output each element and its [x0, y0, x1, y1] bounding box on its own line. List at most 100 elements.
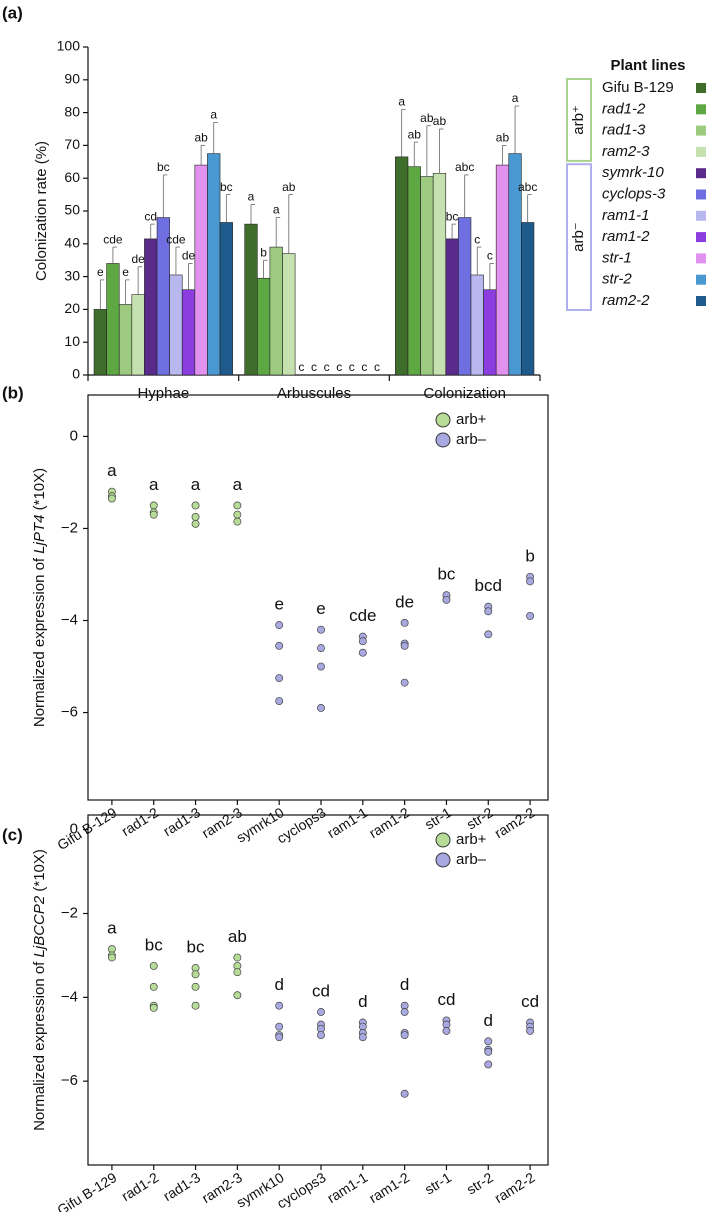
bar: [432, 172, 447, 376]
x-tick-label: str-1: [422, 1169, 454, 1198]
bar: [282, 253, 296, 376]
significance-letter: d: [358, 992, 367, 1011]
legend-label: Gifu B-129: [602, 79, 674, 96]
x-tick-label: ram1-2: [366, 1169, 412, 1206]
data-point: [191, 982, 200, 991]
y-tick-label: −6: [61, 704, 78, 721]
y-tick-label: 20: [64, 300, 80, 316]
data-point: [275, 1033, 284, 1042]
data-point: [400, 618, 409, 627]
significance-letter: ab: [194, 131, 208, 145]
y-tick-label: 90: [64, 71, 80, 87]
significance-letter: cd: [521, 992, 539, 1011]
data-point: [149, 961, 158, 970]
significance-letter: cde: [103, 232, 123, 246]
data-point: [358, 648, 367, 657]
data-point: [317, 662, 325, 671]
legend-marker: [435, 852, 451, 868]
significance-letter: a: [210, 108, 217, 122]
significance-letter: cd: [144, 209, 157, 223]
bar: [269, 246, 283, 376]
data-point: [484, 607, 493, 616]
bar: [395, 156, 409, 376]
data-point: [275, 674, 284, 682]
data-point: [317, 704, 325, 712]
bar: [495, 164, 510, 376]
legend-marker: [435, 412, 451, 428]
significance-letter: d: [484, 1011, 493, 1030]
legend-swatch: [696, 232, 706, 243]
significance-letter: de: [131, 252, 145, 266]
significance-letter: ab: [496, 131, 510, 145]
y-tick-label: 0: [70, 821, 78, 838]
significance-letter: c: [298, 360, 304, 374]
legend-label: ram2-2: [602, 292, 650, 309]
bar: [445, 238, 459, 376]
bar: [169, 274, 183, 376]
data-point: [400, 1008, 409, 1016]
y-axis-label-part: (*10X): [31, 849, 48, 896]
significance-letter: ab: [228, 927, 247, 946]
bar: [194, 164, 208, 376]
legend-label: str-2: [602, 271, 632, 288]
panel-label: (a): [2, 3, 23, 22]
legend-label: arb+: [456, 831, 487, 848]
significance-letter: a: [398, 94, 405, 108]
data-point: [191, 970, 200, 979]
bar: [407, 166, 421, 376]
x-tick-label: rad1-2: [118, 804, 161, 839]
significance-letter: b: [260, 245, 267, 259]
y-tick-label: 0: [72, 366, 80, 382]
legend-label: ram2-3: [602, 143, 650, 160]
legend-swatch: [696, 274, 706, 285]
y-tick-label: 70: [64, 136, 80, 152]
data-point: [317, 644, 325, 653]
bar: [458, 217, 472, 376]
significance-letter: a: [248, 190, 255, 204]
x-tick-label: ram1-2: [366, 804, 412, 841]
significance-letter: abc: [518, 180, 537, 194]
bar: [144, 238, 158, 376]
data-point: [400, 641, 409, 650]
legend-swatch: [696, 104, 706, 115]
legend-label: rad1-2: [602, 100, 646, 117]
data-point: [149, 1003, 158, 1012]
x-tick-label: rad1-3: [160, 1169, 203, 1204]
bar: [470, 274, 484, 376]
significance-letter: cd: [437, 990, 455, 1009]
data-point: [358, 1033, 367, 1042]
legend-label: cyclops-3: [602, 185, 666, 202]
y-axis-label-part: Normalized expression of: [31, 554, 48, 727]
legend-swatch: [696, 189, 706, 200]
significance-letter: ab: [408, 127, 422, 141]
bar: [131, 294, 145, 376]
significance-letter: c: [487, 249, 493, 263]
significance-letter: c: [324, 360, 330, 374]
y-axis-label: Normalized expression of LjBCCP2 (*10X): [31, 849, 48, 1131]
data-point: [484, 630, 493, 639]
bar: [483, 289, 497, 376]
data-point: [233, 968, 242, 977]
significance-letter: d: [274, 975, 283, 994]
significance-letter: c: [311, 360, 317, 374]
legend-label: str-1: [602, 249, 632, 266]
legend-label: rad1-3: [602, 122, 646, 139]
data-point: [484, 1060, 493, 1069]
significance-letter: abc: [455, 160, 474, 174]
data-point: [484, 1047, 493, 1056]
data-point: [317, 1008, 325, 1016]
legend-swatch: [696, 125, 706, 136]
significance-letter: bc: [145, 935, 163, 954]
y-tick-label: 10: [64, 333, 80, 349]
bar: [118, 304, 133, 376]
y-tick-label: −4: [61, 988, 78, 1005]
bar: [244, 223, 258, 376]
legend-marker: [435, 432, 451, 448]
significance-letter: bc: [220, 180, 233, 194]
y-axis-label-part: Normalized expression of: [31, 957, 48, 1130]
data-point: [191, 501, 200, 510]
data-point: [400, 678, 409, 687]
legend-title: Plant lines: [610, 57, 685, 74]
data-point: [442, 1026, 451, 1035]
significance-letter: c: [336, 360, 342, 374]
